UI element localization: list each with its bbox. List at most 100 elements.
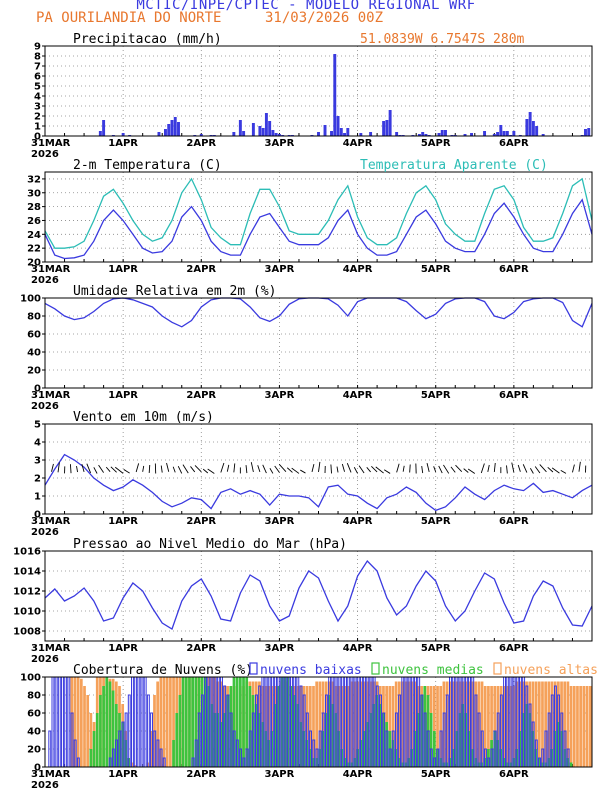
cloud-bar-low <box>143 676 147 768</box>
precip-bar <box>385 120 389 136</box>
wind-arrow <box>511 462 515 473</box>
cloud-bar-mid <box>518 731 522 767</box>
x-tick-label: 4APR <box>343 769 373 780</box>
y-tick-label: 28 <box>27 202 41 213</box>
cloud-bar-mid <box>213 713 217 767</box>
temp-title: 2-m Temperatura (C) <box>73 158 222 173</box>
cloud-bar-mid <box>324 713 328 767</box>
cloud-bar-mid <box>544 762 547 767</box>
wind-arrow <box>220 462 225 473</box>
cloud-bar-low <box>131 676 134 768</box>
cloud-bar-high <box>518 681 522 767</box>
x-tick-label: 5APR <box>421 516 451 527</box>
wind-arrow <box>233 463 236 473</box>
cloud-bar-high <box>448 681 452 767</box>
wind-arrow <box>346 463 352 473</box>
header-datetime: 31/03/2026 00Z <box>265 10 384 26</box>
y-tick-label: 9 <box>34 42 41 53</box>
cloud-bar-mid <box>547 758 551 767</box>
cloud-bar-mid <box>318 749 322 767</box>
x-tick-label: 31MAR <box>31 516 71 527</box>
y-tick-label: 80 <box>27 312 41 323</box>
cloud-bar-mid <box>296 704 299 767</box>
wind-arrow <box>426 463 430 472</box>
cloud-bar-high <box>359 681 363 767</box>
cloud-bar-high <box>471 681 474 767</box>
cloud-bar-high <box>541 681 544 767</box>
precip-bar <box>499 125 503 136</box>
x-tick-label: 2APR <box>186 138 216 149</box>
wind-arrow <box>182 464 189 474</box>
cloud-bar-high <box>156 681 160 767</box>
precip-bar <box>199 134 203 136</box>
coords-label: 51.0839W 6.7547S 280m <box>360 32 525 47</box>
cloud-bar-mid <box>261 722 264 767</box>
header-location: PA OURILANDIA DO NORTE <box>36 10 222 26</box>
wind-arrow <box>300 469 306 474</box>
precip-bar <box>173 117 177 136</box>
cloud-bar-mid <box>226 695 229 767</box>
cloud-bar-mid <box>531 731 535 767</box>
cloud-bar-high <box>350 681 354 767</box>
y-tick-label: 0 <box>34 510 41 521</box>
wind-arrow <box>443 464 450 474</box>
cloud-bar-high <box>537 681 541 767</box>
cloud-bar-mid <box>366 722 369 767</box>
wind-arrow <box>123 469 130 474</box>
cloud-bar-mid <box>537 758 541 767</box>
x-tick-label: 5APR <box>421 138 451 149</box>
cloud-bar-mid <box>369 713 373 767</box>
cloud-bar-mid <box>515 749 519 767</box>
wind-arrow <box>318 461 321 472</box>
cloud-bar-mid <box>219 722 223 767</box>
series-line <box>44 559 593 630</box>
cloud-bar-mid <box>340 749 344 767</box>
cloud-bar-high <box>483 686 487 767</box>
precip-bar <box>258 126 262 136</box>
cloud-bar-mid <box>181 677 185 767</box>
y-tick-label: 80 <box>27 691 41 702</box>
x-tick-label: 1APR <box>108 643 138 654</box>
wind-arrow <box>551 467 560 474</box>
precip-bar <box>528 112 532 136</box>
cloud-bar-mid <box>522 713 525 767</box>
cloud-bar-high <box>404 681 408 767</box>
legend-label: nuvens altas <box>504 663 598 678</box>
cloud-bar-mid <box>289 686 293 767</box>
cloud-bar-mid <box>188 677 191 767</box>
precip-bar <box>121 133 125 136</box>
pressure-title: Pressao ao Nivel Medio do Mar (hPa) <box>73 537 347 552</box>
x-tick-label: 1APR <box>108 769 138 780</box>
cloud-bar-mid <box>410 749 414 767</box>
y-tick-label: 40 <box>27 727 41 738</box>
wind-arrow <box>81 464 85 472</box>
wind-arrow <box>353 467 358 474</box>
cloud-bar-mid <box>477 762 481 767</box>
cloud-bar-mid <box>496 740 500 767</box>
precip-bar <box>502 131 506 136</box>
cloud-bar-mid <box>184 677 188 767</box>
precip-bar <box>382 121 386 136</box>
wind-arrow <box>371 466 378 473</box>
wind-arrow <box>250 462 254 473</box>
cloud-bar-mid <box>207 686 210 767</box>
precip-bar <box>268 121 272 136</box>
cloud-bar-high <box>159 677 163 767</box>
y-tick-label: 2 <box>34 474 41 485</box>
cloud-bar-high <box>544 681 547 767</box>
cloud-bar-high <box>318 681 322 767</box>
x-tick-label: 5APR <box>421 769 451 780</box>
legend-apparent-temp: Temperatura Aparente (C) <box>360 158 548 173</box>
cloud-bar-high <box>560 681 563 767</box>
y-tick-label: 20 <box>27 258 41 269</box>
x-tick-label: 31MAR <box>31 138 71 149</box>
cloud-bar-high <box>267 686 271 767</box>
cloud-bar-mid <box>493 731 497 767</box>
y-tick-label: 60 <box>27 330 41 341</box>
precip-bar <box>369 132 373 136</box>
precip-bar <box>470 133 473 136</box>
cloud-bar-mid <box>490 740 493 767</box>
precip-bar <box>170 120 174 136</box>
wind-arrow <box>396 463 400 473</box>
cloud-bar-mid <box>95 713 99 767</box>
